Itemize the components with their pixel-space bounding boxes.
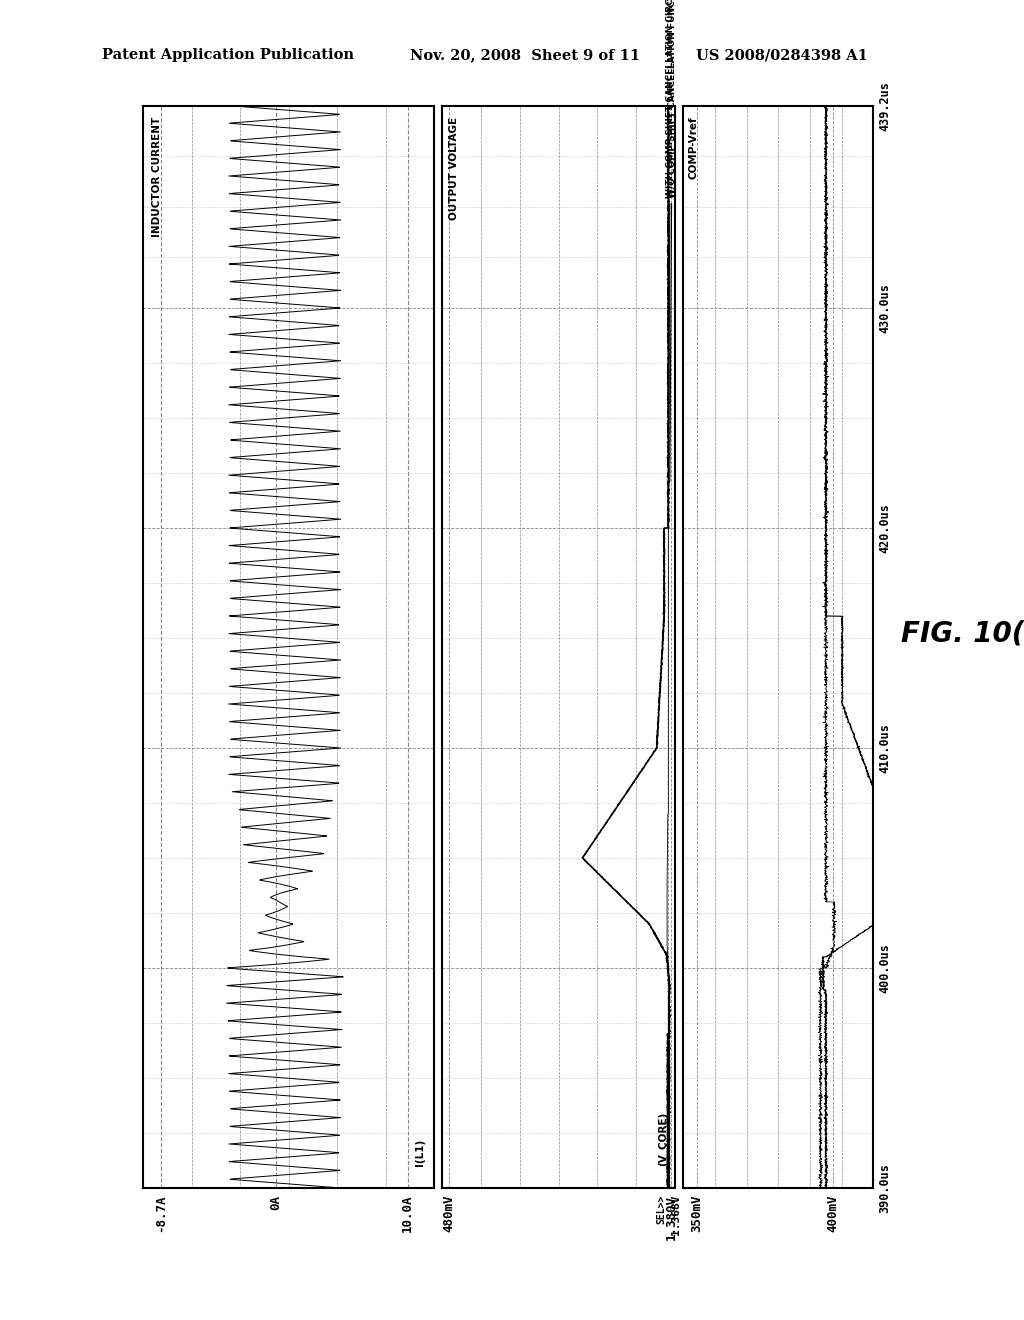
Text: US 2008/0284398 A1: US 2008/0284398 A1 xyxy=(696,49,868,62)
Text: W/O COMP SHIFT CANCELLATION FUNCTION: W/O COMP SHIFT CANCELLATION FUNCTION xyxy=(668,0,677,482)
Text: 400.0us: 400.0us xyxy=(879,942,892,993)
Text: 0A: 0A xyxy=(269,1195,282,1209)
Text: 1.380V: 1.380V xyxy=(665,1195,678,1239)
Text: SEL>>: SEL>> xyxy=(656,1195,667,1224)
Text: (V_CORE): (V_CORE) xyxy=(657,1113,668,1167)
Text: 439.2us: 439.2us xyxy=(879,81,892,131)
Text: 390.0us: 390.0us xyxy=(879,1163,892,1213)
Text: WITH COMP SHIFT CANCELLATION CIRCUIT: WITH COMP SHIFT CANCELLATION CIRCUIT xyxy=(666,0,675,525)
Text: 430.0us: 430.0us xyxy=(879,282,892,333)
Text: 480mV: 480mV xyxy=(442,1195,455,1232)
Text: Nov. 20, 2008  Sheet 9 of 11: Nov. 20, 2008 Sheet 9 of 11 xyxy=(410,49,640,62)
Text: COMP-Vref: COMP-Vref xyxy=(689,116,699,180)
Text: Patent Application Publication: Patent Application Publication xyxy=(102,49,354,62)
Text: 410.0us: 410.0us xyxy=(879,723,892,774)
Text: 10.0A: 10.0A xyxy=(401,1195,415,1232)
Text: 420.0us: 420.0us xyxy=(879,503,892,553)
Text: I(L1): I(L1) xyxy=(416,1139,425,1167)
Text: INDUCTOR CURRENT: INDUCTOR CURRENT xyxy=(153,116,162,236)
Text: 350mV: 350mV xyxy=(690,1195,703,1232)
Text: 1.368V: 1.368V xyxy=(671,1195,681,1236)
Text: 400mV: 400mV xyxy=(826,1195,840,1232)
Text: -8.7A: -8.7A xyxy=(154,1195,167,1232)
Text: OUTPUT VOLTAGE: OUTPUT VOLTAGE xyxy=(450,116,460,219)
Text: FIG. 10(b): FIG. 10(b) xyxy=(901,619,1024,648)
